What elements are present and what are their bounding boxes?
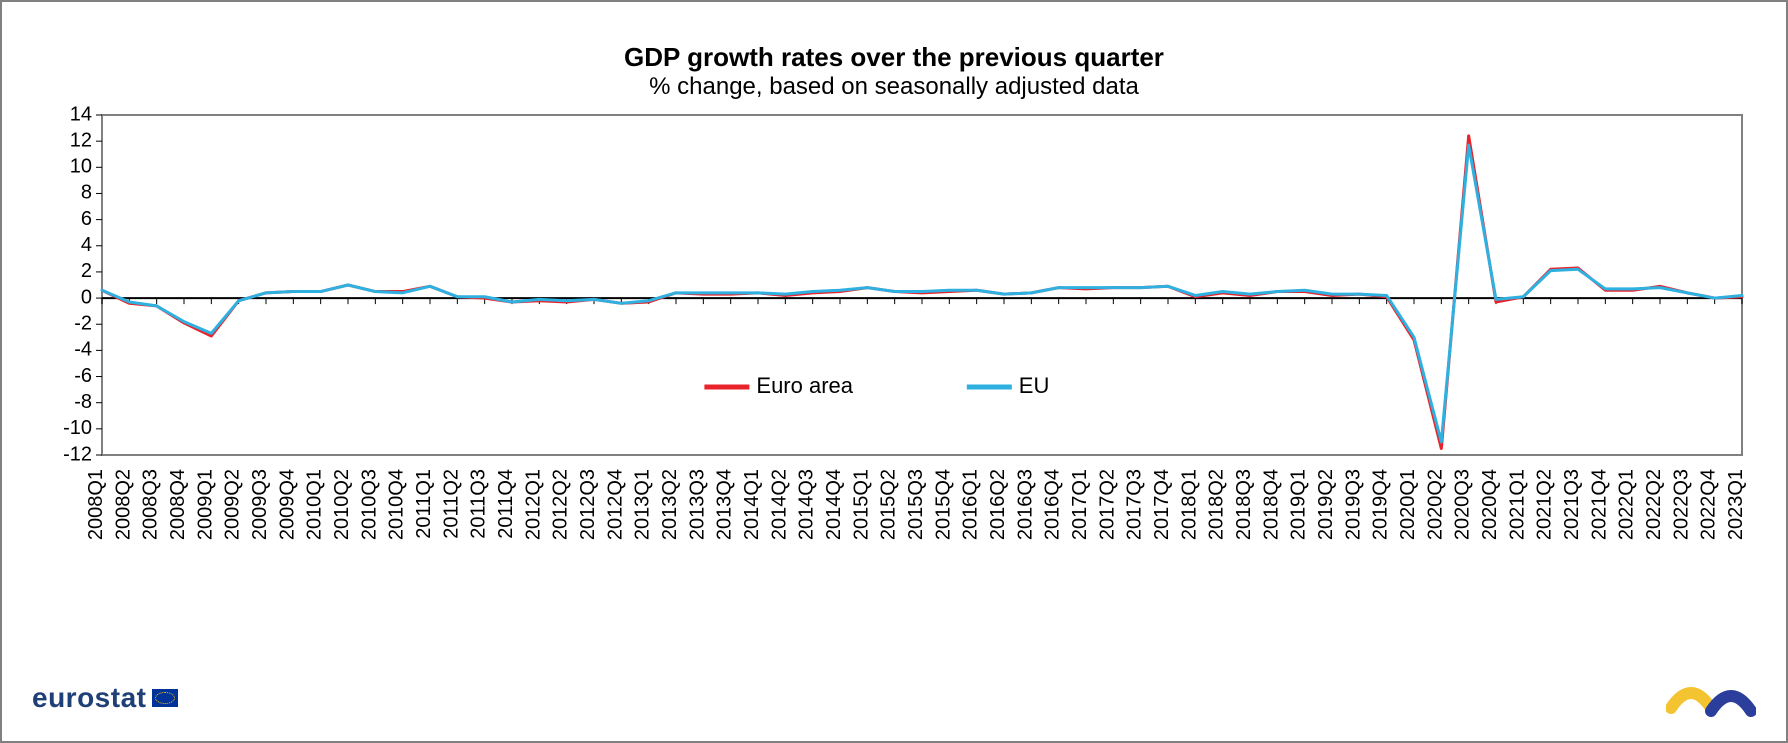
- x-axis-label: 2019Q3: [1342, 469, 1364, 540]
- footer: eurostat: [32, 673, 1756, 723]
- x-axis-label: 2016Q4: [1042, 469, 1064, 540]
- x-axis-label: 2020Q3: [1452, 469, 1474, 540]
- svg-text:4: 4: [81, 234, 92, 256]
- x-axis-label: 2017Q3: [1124, 469, 1146, 540]
- x-axis-label: 2013Q2: [659, 469, 681, 540]
- eurostat-logo-text: eurostat: [32, 682, 146, 714]
- x-axis-label: 2008Q2: [112, 469, 134, 540]
- legend-label-euro_area: Euro area: [756, 373, 853, 398]
- chart-container: GDP growth rates over the previous quart…: [0, 0, 1788, 743]
- svg-text:-8: -8: [74, 391, 92, 413]
- x-axis-label: 2009Q2: [222, 469, 244, 540]
- x-axis-label: 2015Q2: [878, 469, 900, 540]
- x-axis-label: 2011Q3: [468, 469, 490, 539]
- svg-text:2: 2: [81, 260, 92, 282]
- x-axis-label: 2021Q2: [1534, 469, 1556, 540]
- x-axis-label: 2012Q4: [604, 469, 626, 540]
- svg-text:0: 0: [81, 286, 92, 308]
- chart-subtitle: % change, based on seasonally adjusted d…: [32, 73, 1756, 101]
- x-axis-label: 2008Q3: [140, 469, 162, 540]
- x-axis-label: 2021Q4: [1588, 469, 1610, 540]
- x-axis-label: 2018Q3: [1233, 469, 1255, 540]
- x-axis-label: 2014Q3: [796, 469, 818, 540]
- svg-text:-10: -10: [63, 417, 92, 439]
- x-axis-label: 2015Q4: [932, 469, 954, 540]
- swoosh-logo-icon: [1666, 673, 1756, 723]
- x-axis-label: 2011Q2: [440, 469, 462, 539]
- x-axis-label: 2019Q2: [1315, 469, 1337, 540]
- x-axis-label: 2020Q4: [1479, 469, 1501, 540]
- chart-svg: -12 -10 -8 -6 -4 -2 0 2 4 6 8 10 12 14 2008Q12008Q2 200…: [32, 105, 1752, 635]
- svg-text:14: 14: [70, 105, 92, 125]
- x-axis-label: 2020Q1: [1397, 469, 1419, 540]
- svg-text:-6: -6: [74, 365, 92, 387]
- x-axis-label: 2015Q1: [850, 469, 872, 540]
- svg-text:8: 8: [81, 182, 92, 204]
- x-axis-label: 2009Q1: [194, 469, 216, 540]
- x-axis-label: 2015Q3: [905, 469, 927, 540]
- x-axis-label: 2013Q3: [686, 469, 708, 540]
- x-axis-label: 2016Q1: [960, 469, 982, 540]
- x-axis-label: 2017Q4: [1151, 469, 1173, 540]
- x-axis-label: 2017Q2: [1096, 469, 1118, 540]
- x-axis-label: 2010Q4: [386, 469, 408, 540]
- x-axis-label: 2011Q1: [413, 469, 435, 539]
- x-axis-label: 2013Q4: [714, 469, 736, 540]
- x-axis-label: 2010Q3: [358, 469, 380, 540]
- title-block: GDP growth rates over the previous quart…: [32, 42, 1756, 101]
- x-axis-label: 2008Q4: [167, 469, 189, 540]
- x-axis-label: 2022Q2: [1643, 469, 1665, 540]
- x-axis-label: 2013Q1: [632, 469, 654, 540]
- eu-flag-icon: [152, 689, 178, 707]
- x-axis-label: 2019Q1: [1288, 469, 1310, 540]
- x-axis-label: 2014Q1: [741, 469, 763, 540]
- x-axis-label: 2009Q4: [276, 469, 298, 540]
- x-axis-label: 2010Q2: [331, 469, 353, 540]
- x-axis-label: 2011Q4: [495, 469, 517, 539]
- x-axis-label: 2022Q3: [1670, 469, 1692, 540]
- x-axis-label: 2012Q1: [522, 469, 544, 540]
- x-axis-label: 2018Q2: [1206, 469, 1228, 540]
- x-axis-label: 2021Q1: [1506, 469, 1528, 540]
- x-axis-label: 2021Q3: [1561, 469, 1583, 540]
- x-axis-label: 2012Q2: [550, 469, 572, 540]
- x-axis-label: 2019Q4: [1370, 469, 1392, 540]
- x-axis-label: 2022Q1: [1616, 469, 1638, 540]
- x-axis-label: 2023Q1: [1725, 469, 1747, 540]
- x-axis-label: 2008Q1: [85, 469, 107, 540]
- x-axis-label: 2018Q4: [1260, 469, 1282, 540]
- x-axis-label: 2017Q1: [1069, 469, 1091, 540]
- legend-label-eu: EU: [1019, 373, 1050, 398]
- x-axis-label: 2016Q2: [987, 469, 1009, 540]
- x-axis-label: 2016Q3: [1014, 469, 1036, 540]
- svg-text:-2: -2: [74, 313, 92, 335]
- x-axis-label: 2009Q3: [249, 469, 271, 540]
- x-axis-label: 2014Q2: [768, 469, 790, 540]
- eurostat-logo: eurostat: [32, 682, 178, 714]
- chart-title: GDP growth rates over the previous quart…: [32, 42, 1756, 73]
- svg-text:-4: -4: [74, 339, 92, 361]
- x-axis-label: 2020Q2: [1424, 469, 1446, 540]
- x-axis-label: 2010Q1: [304, 469, 326, 540]
- svg-text:10: 10: [70, 156, 92, 178]
- x-axis-label: 2022Q4: [1698, 469, 1720, 540]
- chart-plot: -12 -10 -8 -6 -4 -2 0 2 4 6 8 10 12 14 2008Q12008Q2 200…: [32, 105, 1756, 640]
- svg-text:-12: -12: [63, 443, 92, 465]
- svg-text:12: 12: [70, 129, 92, 151]
- x-axis-label: 2014Q4: [823, 469, 845, 540]
- svg-text:6: 6: [81, 208, 92, 230]
- x-axis-label: 2012Q3: [577, 469, 599, 540]
- x-axis-label: 2018Q1: [1178, 469, 1200, 540]
